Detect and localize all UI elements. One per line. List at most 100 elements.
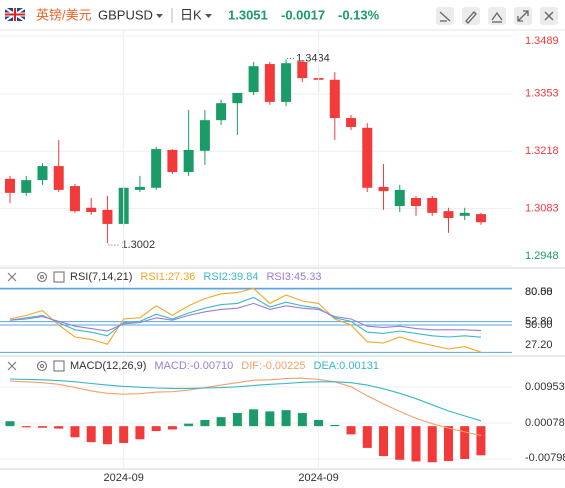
candle-body [232, 92, 243, 104]
macd-bar [314, 420, 324, 427]
pair-code[interactable]: GBPUSD [98, 7, 153, 22]
x-tick-label: 2024-09 [298, 472, 338, 484]
price-change: -0.0017 [281, 7, 325, 22]
candle-body [475, 214, 486, 223]
macd-bar [151, 426, 161, 432]
y-tick-label: 80.58 [525, 286, 553, 298]
macd-bar [427, 426, 437, 463]
macd-bar [379, 426, 389, 457]
candle-body [297, 61, 308, 79]
y-tick-label: 52.80 [525, 316, 553, 328]
indicator-title: MACD(12,26,9) [70, 360, 146, 372]
candle-body [394, 189, 405, 207]
legend-entry: RSI2:39.84 [203, 271, 258, 283]
candle-body [362, 127, 373, 188]
candle-body [281, 63, 292, 102]
low-label: 1.3002 [121, 239, 155, 251]
settings-icon[interactable] [36, 360, 48, 372]
candle-body [37, 166, 48, 181]
candle-body [21, 180, 32, 193]
candle-body [427, 197, 438, 213]
candle-body [86, 207, 97, 213]
macd-bar [200, 420, 210, 427]
indicator-title: RSI(7,14,21) [70, 271, 132, 283]
y-tick-label: 1.2948 [525, 250, 559, 262]
y-tick-label: 50.00 [525, 319, 553, 331]
toggle-icon[interactable] [53, 360, 65, 372]
macd-bar [460, 426, 470, 459]
macd-bar [476, 426, 486, 456]
candle-body [346, 118, 357, 127]
y-tick-label: 1.3353 [525, 88, 559, 100]
indicator-line [9, 296, 482, 338]
indicator-line [9, 378, 482, 422]
macd-bar [5, 421, 15, 427]
legend-entry: MACD:-0.00710 [154, 360, 233, 372]
macd-bar [346, 426, 356, 435]
plot-area [9, 287, 482, 353]
legend-entry: RSI1:27.36 [140, 271, 195, 283]
candle-body [134, 186, 145, 190]
macd-bar [102, 426, 112, 445]
legend-entry: DEA:0.00131 [314, 360, 379, 372]
candle-body [199, 120, 210, 151]
macd-controls [7, 360, 65, 372]
candle-body [264, 64, 275, 102]
candle-body [183, 149, 194, 173]
candle-body [216, 103, 227, 121]
y-tick-label: 1.3489 [525, 35, 559, 47]
macd-bar [86, 426, 96, 443]
macd-bar [70, 426, 80, 438]
macd-bar [184, 423, 194, 427]
x-tick-label: 2024-09 [103, 472, 143, 484]
rsi-controls [7, 271, 65, 283]
candle-body [167, 149, 178, 173]
macd-bar [249, 409, 259, 427]
close-icon[interactable] [7, 361, 17, 371]
toolbar [436, 7, 558, 25]
indicator-line [9, 377, 482, 436]
high-label: 1.3434 [296, 52, 330, 64]
last-price: 1.3051 [228, 7, 268, 22]
macd-bar [297, 413, 307, 427]
candle-body [459, 212, 470, 216]
candle-body [53, 166, 64, 190]
period[interactable]: 日K [180, 7, 202, 22]
y-tick-label: 1.3083 [525, 203, 559, 215]
settings-icon[interactable] [36, 271, 48, 283]
close-icon[interactable] [7, 272, 17, 282]
candle-body [248, 66, 259, 93]
y-tick-label: 1.3218 [525, 145, 559, 157]
tool-button[interactable] [488, 7, 506, 25]
candle-body [411, 197, 421, 207]
dropdown-caret[interactable] [156, 14, 163, 18]
toggle-icon[interactable] [53, 271, 65, 283]
macd-bar [362, 426, 372, 448]
plot-area [5, 377, 486, 463]
candle-body [102, 209, 113, 224]
y-tick-label: 0.00953 [525, 381, 565, 393]
y-tick-label: 80.00 [525, 286, 553, 298]
candle-body [5, 178, 15, 193]
macd-bar [281, 410, 291, 427]
macd-bar [330, 424, 340, 427]
price-change-pct: -0.13% [338, 7, 380, 22]
macd-bar [395, 426, 405, 460]
legend-entry: RSI3:45.33 [266, 271, 321, 283]
macd-bar [54, 426, 64, 429]
indicator-line [9, 287, 482, 353]
macd-bar [411, 426, 421, 462]
macd-bar [443, 426, 453, 462]
macd-bar [119, 426, 129, 443]
legend-entry: DIF:-0.00225 [241, 360, 305, 372]
macd-bar [232, 413, 242, 427]
y-tick-label: 27.20 [525, 339, 553, 351]
pair-name[interactable]: 英镑/美元 [36, 7, 92, 22]
candle-body [378, 186, 389, 192]
macd-bar [21, 426, 31, 428]
flag [4, 7, 26, 22]
dropdown-caret[interactable] [205, 14, 212, 18]
y-tick-label: 0.00078 [525, 417, 565, 429]
